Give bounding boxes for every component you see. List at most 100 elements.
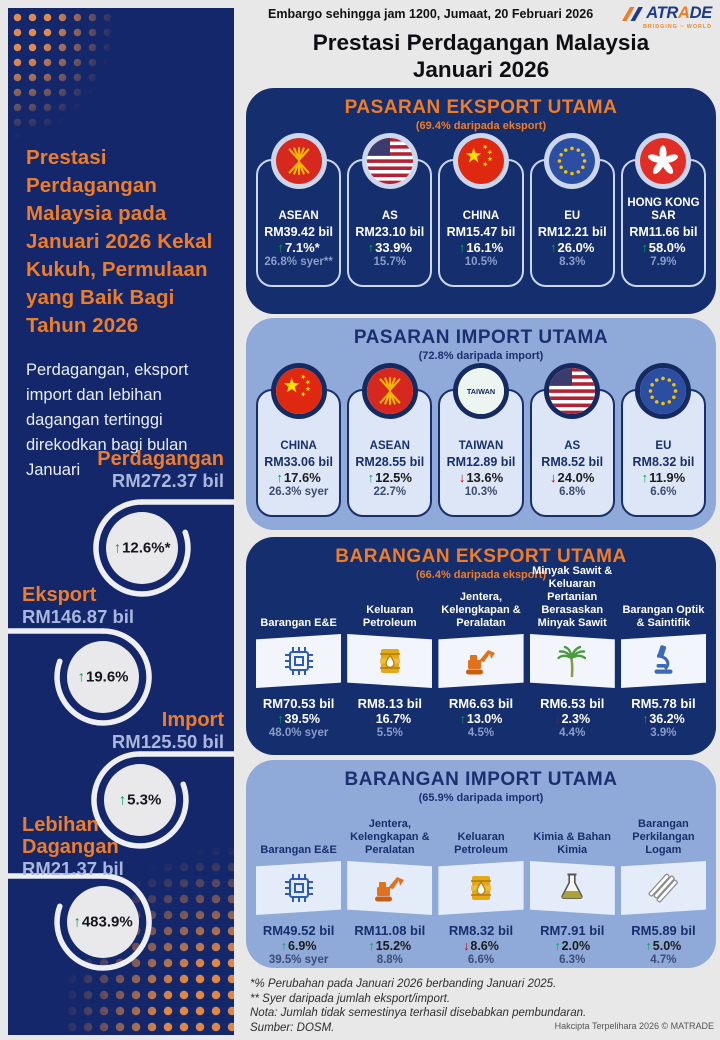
down-arrow-icon: ↓	[463, 939, 470, 953]
market-value: RM12.21 bil	[537, 225, 607, 239]
oil-barrel-icon	[370, 641, 410, 681]
icon-ribbon	[529, 861, 615, 915]
product-name: Jentera, Kelengkapan & Peralatan	[350, 818, 430, 857]
change-percent: ↑17.6%	[276, 470, 320, 485]
sidebar: Prestasi Perdagangan Malaysia pada Janua…	[8, 8, 234, 1035]
share-percent: 10.5%	[464, 256, 498, 268]
product-name: Minyak Sawit & Keluaran Pertanian Berasa…	[532, 565, 613, 630]
panel-subtitle: (66.4% daripada eksport)	[415, 569, 547, 581]
share-percent: 7.9%	[650, 256, 677, 268]
up-arrow-icon: ↑	[367, 240, 375, 255]
embargo-notice: Embargo sehingga jam 1200, Jumaat, 20 Fe…	[268, 7, 594, 21]
change-value: 16.7%	[375, 712, 412, 726]
microchip-icon	[279, 868, 319, 908]
icon-ribbon	[256, 861, 342, 915]
up-arrow-icon: ↑	[641, 470, 649, 485]
change-percent: ↓2.3%	[530, 712, 615, 726]
stat-change-badge: ↑12.6%*	[114, 540, 171, 557]
change-percent: ↑6.9%	[256, 939, 341, 953]
up-arrow-icon: ↑	[113, 539, 122, 557]
change-value: 33.9%	[375, 240, 412, 255]
up-arrow-icon: ↑	[77, 668, 85, 686]
share-percent: 4.4%	[559, 727, 586, 739]
product-value: RM49.52 bil	[262, 923, 335, 938]
sidebar-headline: Prestasi Perdagangan Malaysia pada Janua…	[26, 146, 213, 337]
product-value: RM5.89 bil	[631, 923, 696, 938]
stat-change: 5.3%	[127, 791, 162, 809]
footnote: *% Perubahan pada Januari 2026 berbandin…	[250, 978, 557, 990]
panel-subtitle: (65.9% daripada import)	[418, 792, 544, 804]
eu-flag-icon	[640, 368, 687, 414]
market-name: EU	[564, 209, 581, 222]
market-value: RM15.47 bil	[446, 225, 516, 239]
stat-change-badge: ↑5.3%	[119, 792, 162, 809]
share-percent: 6.3%	[559, 954, 586, 966]
product-value: RM7.91 bil	[540, 923, 605, 938]
change-value: 36.2%	[649, 712, 685, 726]
share-percent: 8.8%	[376, 954, 403, 966]
product-name: Barangan E&E	[260, 617, 337, 630]
change-percent: ↑7.1%*	[278, 240, 320, 255]
change-value: 7.1%*	[285, 240, 320, 255]
product-name: Barangan Perkilangan Logam	[632, 818, 695, 857]
change-value: 15.2%	[375, 939, 412, 953]
share-percent: 3.9%	[650, 727, 677, 739]
product-card-kimia-bahan-kimia: Kimia & Bahan Kimia RM7.91 bil ↑2.0% 6.3%	[529, 804, 615, 966]
matrade-logo-mark	[622, 7, 644, 21]
product-value: RM70.53 bil	[262, 696, 335, 711]
up-arrow-icon: ↑	[73, 913, 81, 931]
product-card-barangan-optik-saintifik: Barangan Optik & Saintifik RM5.78 bil ↑36.…	[620, 581, 707, 739]
product-cards: Barangan E&E RM49.52 bil ↑6.9% 39.5% syer Je…	[246, 804, 716, 966]
import-markets-panel: PASARAN IMPORT UTAMA (72.8% daripada imp…	[246, 318, 716, 530]
market-name: ASEAN	[278, 209, 319, 222]
change-percent: ↑39.5%	[256, 712, 341, 726]
panel-subtitle: (69.4% daripada eksport)	[415, 120, 547, 132]
up-arrow-icon: ↑	[642, 712, 649, 726]
market-name: ASEAN	[369, 439, 410, 452]
us-flag-icon	[549, 368, 596, 414]
microscope-icon	[643, 641, 683, 681]
product-cards: Barangan E&E RM70.53 bil ↑39.5% 48.0% syer K…	[246, 565, 716, 739]
up-arrow-icon: ↑	[458, 240, 466, 255]
market-value: RM33.06 bil	[264, 455, 333, 469]
microchip-icon	[279, 641, 319, 681]
icon-ribbon	[620, 861, 707, 915]
market-value: RM11.66 bil	[629, 225, 698, 239]
panel-title: PASARAN IMPORT UTAMA	[353, 327, 609, 348]
product-card-jentera-kelengkapan-peralatan: Jentera, Kelengkapan & Peralatan RM6.63 b…	[438, 581, 524, 739]
product-value: RM8.13 bil	[357, 696, 422, 711]
stat-label: Eksport	[22, 584, 97, 606]
market-value: RM28.55 bil	[355, 455, 425, 469]
share-percent: 6.6%	[650, 486, 677, 498]
product-name: Barangan Optik & Saintifik	[622, 604, 705, 630]
market-value: RM8.52 bil	[541, 455, 604, 469]
icon-ribbon	[438, 634, 524, 688]
share-percent: 26.3% syer	[268, 486, 329, 498]
asean-flag-icon	[275, 138, 322, 184]
up-arrow-icon: ↑	[550, 240, 557, 255]
change-value: 13.6%	[466, 470, 504, 485]
change-value: 2.0%	[561, 939, 591, 953]
matrade-logo: ATRADE BRIDGING ~ WORLD	[604, 4, 712, 30]
product-card-minyak-sawit-keluaran-pertanian-berasaskan-minyak-sawit: Minyak Sawit & Keluaran Pertanian Berasa…	[529, 565, 615, 739]
change-percent: ↓13.6%	[459, 470, 503, 485]
page-title: Prestasi Perdagangan Malaysia Januari 20…	[312, 30, 650, 82]
hong-kong-flag-icon	[640, 138, 687, 184]
change-value: 2.3%	[561, 712, 591, 726]
change-percent: ↑5.0%	[621, 939, 706, 953]
product-card-barangan-e-e: Barangan E&E RM70.53 bil ↑39.5% 48.0% syer	[256, 581, 342, 739]
change-value: 58.0%	[648, 240, 686, 255]
up-arrow-icon: ↑	[277, 240, 285, 255]
down-arrow-icon: ↓	[550, 470, 557, 485]
stat-import: Import RM125.50 bil	[54, 709, 224, 753]
market-value: RM8.32 bil	[632, 455, 695, 469]
import-products-panel: BARANGAN IMPORT UTAMA (65.9% daripada im…	[246, 760, 716, 968]
matrade-logo-text: ATRADE	[646, 4, 712, 22]
stat-value: RM272.37 bil	[111, 470, 224, 491]
market-value: RM12.89 bil	[446, 455, 516, 469]
product-card-keluaran-petroleum: Keluaran Petroleum RM8.13 bil ↓16.7% 5.5%	[347, 581, 433, 739]
change-percent: ↑33.9%	[368, 240, 412, 255]
share-percent: 10.3%	[464, 486, 498, 498]
market-name: CHINA	[280, 439, 317, 452]
up-arrow-icon: ↑	[280, 939, 287, 953]
